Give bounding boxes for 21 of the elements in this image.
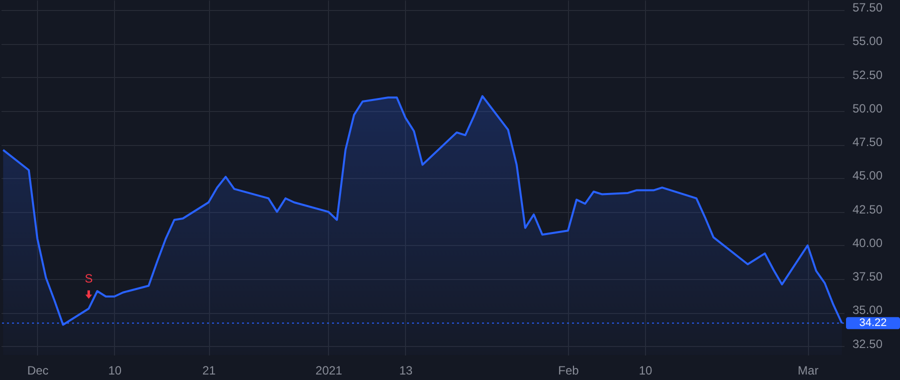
y-tick-label: 57.50: [852, 0, 883, 15]
y-tick-label: 40.00: [852, 236, 883, 250]
annotation: S: [84, 272, 93, 286]
y-tick-label: 35.00: [852, 303, 883, 318]
y-tick-label: 50.00: [852, 101, 883, 116]
y-tick-label: 42.50: [852, 202, 883, 216]
x-tick-label: 2021: [316, 364, 343, 378]
x-tick-label: 21: [202, 364, 216, 378]
x-tick-label: 13: [399, 364, 413, 378]
y-tick-label: 47.50: [852, 135, 883, 150]
x-tick-label: Dec: [27, 364, 49, 378]
y-tick-label: 37.50: [852, 270, 883, 284]
y-tick-label: 52.50: [852, 68, 883, 82]
y-tick-label: 45.00: [852, 168, 883, 183]
x-tick-label: 10: [638, 364, 653, 378]
x-tick-label: Mar: [798, 364, 818, 378]
ref-line-label: 34.22: [859, 317, 887, 330]
y-tick-label: 55.00: [852, 34, 883, 48]
y-tick-label: 32.50: [852, 336, 883, 351]
x-tick-label: 10: [108, 364, 122, 378]
x-tick-label: Feb: [558, 364, 580, 378]
